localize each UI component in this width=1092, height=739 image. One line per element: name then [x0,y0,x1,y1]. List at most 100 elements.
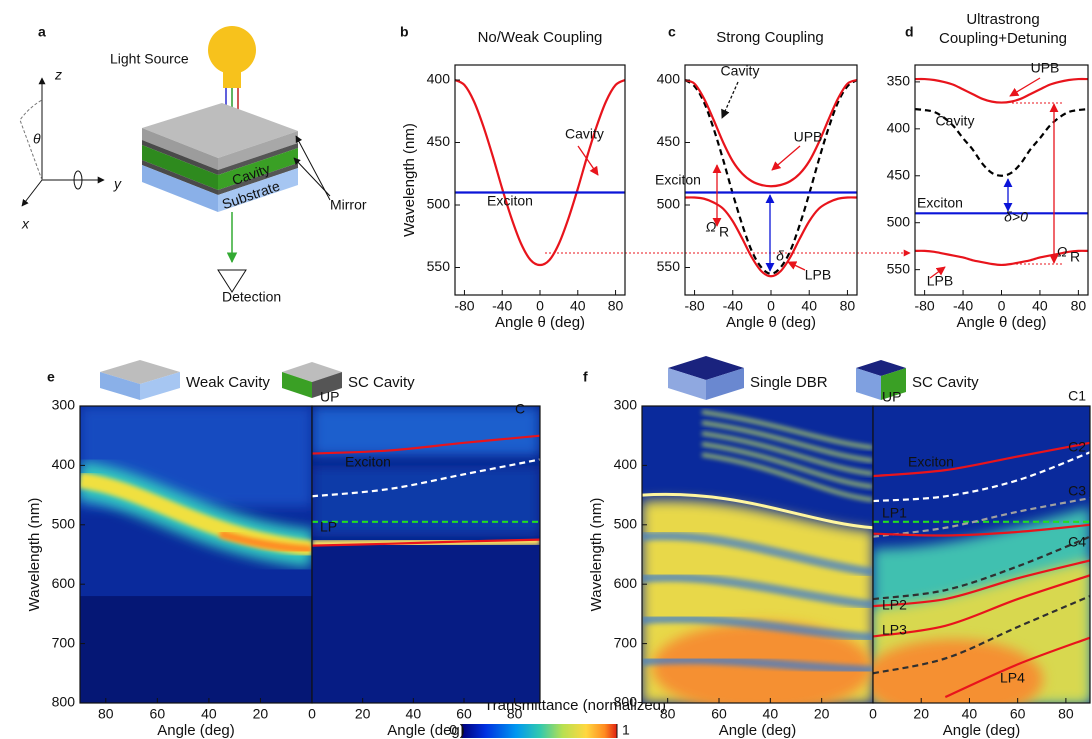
series-label: Exciton [655,172,701,188]
annotation: δ>0 [1004,209,1028,225]
colorbar-tick-label: 1 [622,722,630,738]
x-axis-label: Angle θ (deg) [956,314,1046,331]
series-label: LP3 [882,622,907,638]
x-tick-label: 40 [570,298,586,314]
plot-frame [685,65,857,295]
chart-title: Strong Coupling [716,29,824,46]
series-label: Exciton [917,195,963,211]
chart-title: Single DBR [750,374,828,391]
arrow [1010,78,1040,96]
y-tick-label: 400 [614,456,638,472]
heatmap-shade [80,596,312,703]
series-label: LP1 [882,505,907,521]
y-tick-label: 550 [427,258,451,274]
x-tick-label: 60 [1010,706,1026,722]
chart-title: Ultrastrong [966,11,1039,28]
panel-label: e [47,369,55,385]
lamp [208,26,256,74]
plot-frame [455,65,625,295]
y-axis-label: Wavelength (nm) [401,123,418,237]
x-tick-label: 20 [913,706,929,722]
y-tick-label: 600 [614,575,638,591]
x-tick-label: 80 [660,706,676,722]
x-tick-label: 0 [767,298,775,314]
plot-area [863,406,1090,719]
arrow [296,136,330,200]
y-tick-label: 500 [887,213,911,229]
y-tick-label: 450 [427,133,451,149]
x-tick-label: -80 [454,298,474,314]
x-tick-label: 40 [763,706,779,722]
x-tick-label: 80 [98,706,114,722]
x-tick-label: -40 [953,298,973,314]
arrow [722,82,738,118]
annotation-sub: R [719,224,729,240]
x-tick-label: 40 [406,706,422,722]
series-label: Exciton [908,454,954,470]
series-label: C1 [1068,388,1086,404]
axis [22,180,42,206]
chart-title: SC Cavity [912,374,979,391]
y-tick-label: 400 [427,71,451,87]
x-axis-label: Angle (deg) [719,722,797,739]
y-tick-label: 350 [887,73,911,89]
panel-label: c [668,24,676,40]
heatmap-shade [312,406,540,456]
plot-area [80,406,312,703]
series-label: UPB [1031,60,1060,76]
y-tick-label: 700 [614,634,638,650]
plot-area [642,406,873,712]
x-tick-label: 20 [253,706,269,722]
annotation: Ω [706,219,717,235]
x-tick-label: 40 [801,298,817,314]
y-axis-label: Wavelength (nm) [26,498,43,612]
x-tick-label: 80 [608,298,624,314]
heatmap-shade [312,465,540,536]
y-tick-label: 300 [614,397,638,413]
plot-frame [915,65,1088,295]
chart-title: SC Cavity [348,374,415,391]
y-tick-label: 500 [657,196,681,212]
diagram: a Light Source Cavity Substrate Mirror D… [20,24,367,305]
x-tick-label: 20 [814,706,830,722]
series-label: LPB [805,267,831,283]
panel-label: a [38,24,46,40]
x-tick-label: 0 [869,706,877,722]
y-tick-label: 700 [52,634,76,650]
x-tick-label: 80 [1058,706,1074,722]
series-label: C2 [1068,439,1086,455]
series-line [915,79,1088,103]
arrow [788,262,805,270]
x-tick-label: 40 [201,706,217,722]
label: y [113,176,122,192]
x-tick-label: 40 [962,706,978,722]
series-label: UPB [794,129,823,145]
y-tick-label: 450 [657,133,681,149]
y-axis-label: Wavelength (nm) [588,498,605,612]
x-tick-label: 60 [456,706,472,722]
y-tick-label: 500 [52,516,76,532]
x-tick-label: 0 [308,706,316,722]
x-tick-label: -40 [492,298,512,314]
x-tick-label: 0 [998,298,1006,314]
x-axis-label: Angle (deg) [157,722,235,739]
series-label: C4 [1068,534,1086,550]
x-axis-label: Angle θ (deg) [495,314,585,331]
label: Light Source [110,51,189,67]
y-tick-label: 550 [887,260,911,276]
label: x [21,216,30,232]
series-label: LP [320,519,337,535]
series-line [685,80,857,274]
x-axis-label: Angle (deg) [943,722,1021,739]
series-label: Exciton [487,193,533,209]
y-tick-label: 600 [52,575,76,591]
x-tick-label: 0 [536,298,544,314]
colorbar-tick-label: 0 [449,722,457,738]
x-tick-label: -80 [684,298,704,314]
x-tick-label: 60 [150,706,166,722]
series-label: C [515,401,525,417]
label: Mirror [330,197,367,213]
plot-area [685,80,857,276]
label: Detection [222,289,281,305]
series-line [685,80,857,186]
